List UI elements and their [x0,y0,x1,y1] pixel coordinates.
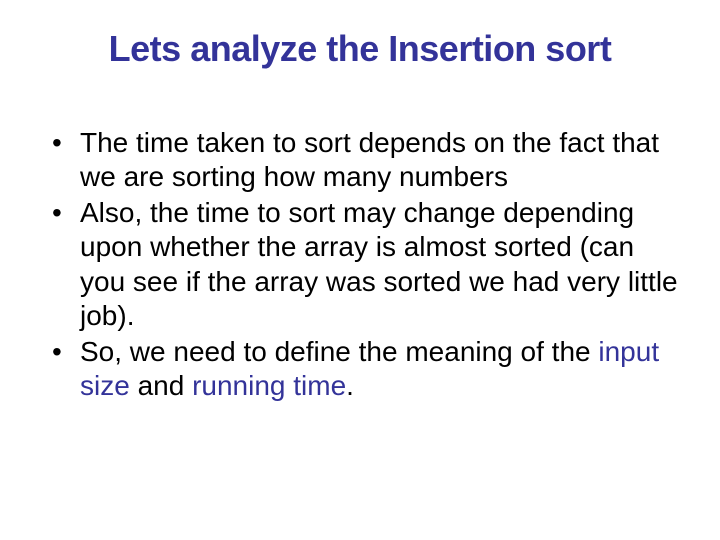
bullet-text: and [130,370,192,401]
slide: Lets analyze the Insertion sort The time… [0,0,720,540]
bullet-text: The time taken to sort depends on the fa… [80,127,659,192]
bullet-list: The time taken to sort depends on the fa… [40,126,680,403]
bullet-item: So, we need to define the meaning of the… [48,335,680,403]
bullet-item: The time taken to sort depends on the fa… [48,126,680,194]
slide-title: Lets analyze the Insertion sort [40,28,680,70]
bullet-item: Also, the time to sort may change depend… [48,196,680,333]
bullet-text: . [346,370,354,401]
bullet-text: So, we need to define the meaning of the [80,336,598,367]
bullet-text: Also, the time to sort may change depend… [80,197,678,330]
bullet-accent: running time [192,370,346,401]
